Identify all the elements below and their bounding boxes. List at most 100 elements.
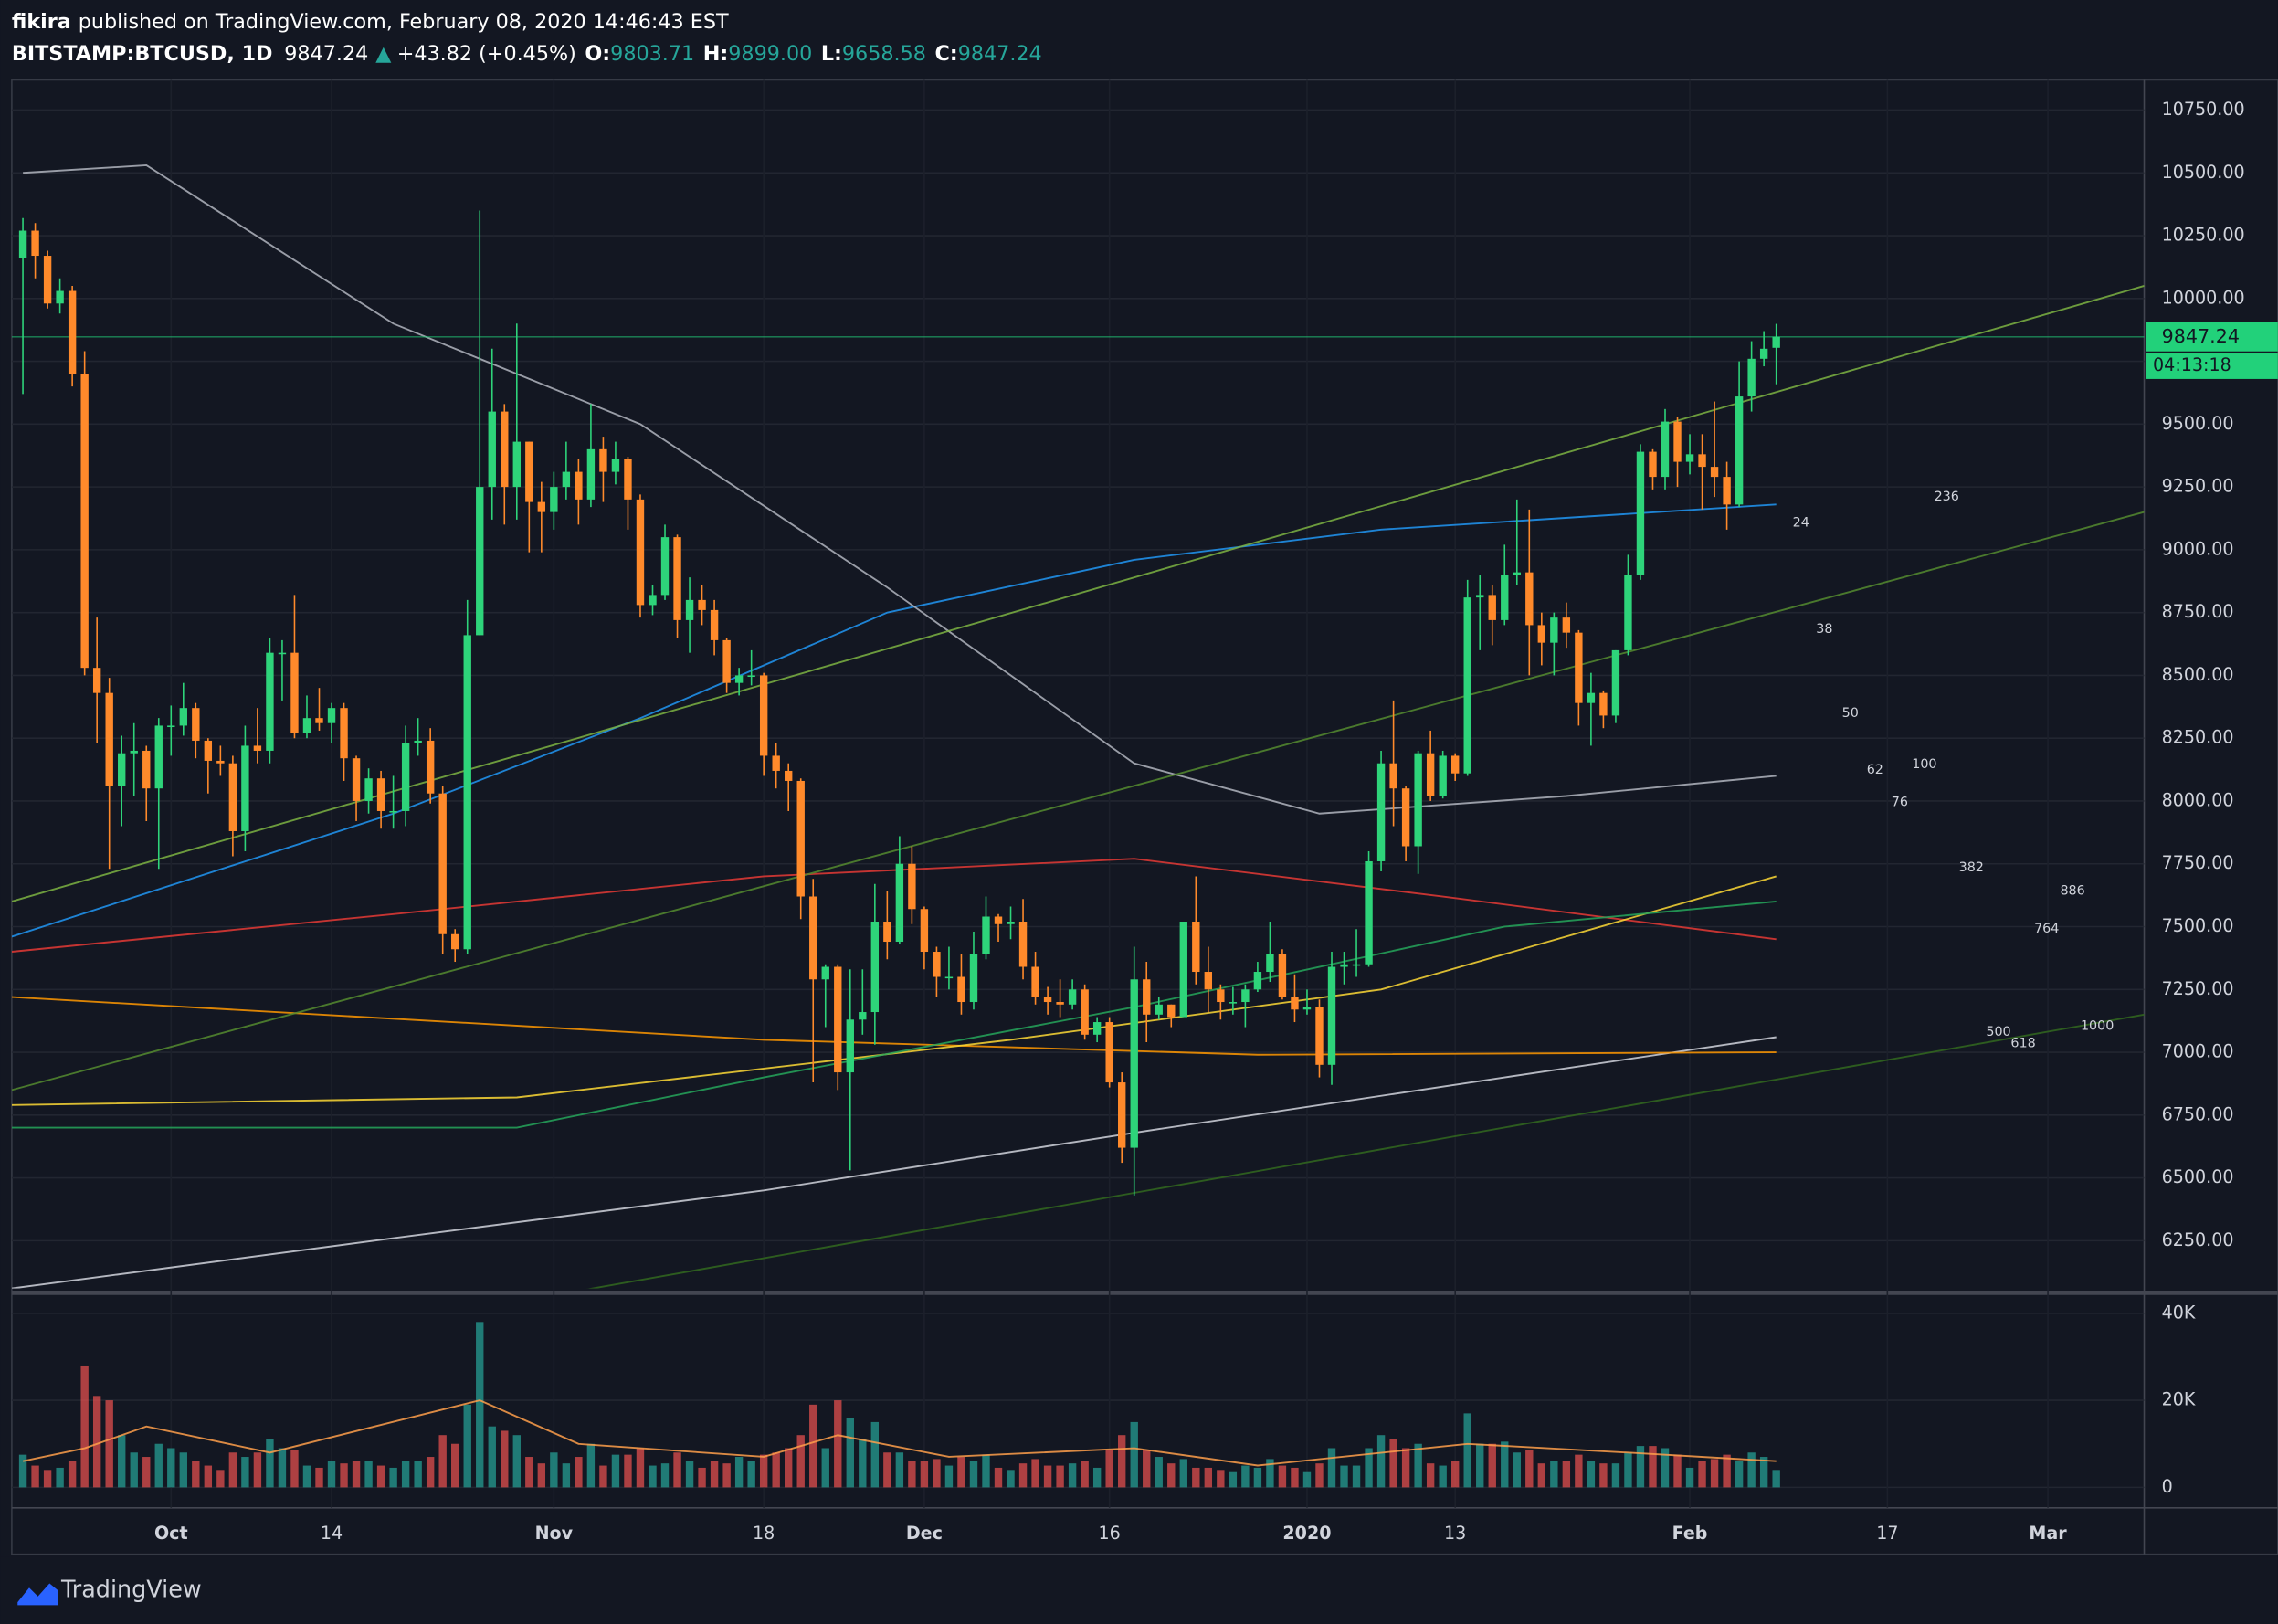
volume-bar [698, 1467, 706, 1488]
brand[interactable]: TradingView [60, 1575, 202, 1602]
volume-bar [192, 1461, 200, 1488]
volume-bar [1747, 1452, 1756, 1488]
volume-bar [1439, 1465, 1447, 1488]
volume-bar [266, 1439, 274, 1488]
volume-bar [512, 1435, 521, 1488]
candle-body [933, 952, 941, 977]
volume-bar [253, 1452, 262, 1488]
y-tick-label: 9250.00 [2162, 477, 2234, 497]
indicator-line [11, 511, 2145, 1091]
volume-bar [1327, 1448, 1336, 1488]
volume-bar [759, 1454, 768, 1488]
l-label: L: [821, 41, 842, 65]
volume-bar [1092, 1467, 1102, 1488]
volume-bar [821, 1448, 829, 1488]
volume-bar [18, 1454, 27, 1488]
volume-bar [68, 1461, 77, 1488]
y-tick-label: 8000.00 [2162, 790, 2234, 810]
volume-bar [1575, 1454, 1583, 1488]
fib-label: 382 [1959, 860, 1984, 875]
volume-bar [1723, 1454, 1731, 1488]
candle-body [1599, 692, 1608, 716]
volume-bar [414, 1461, 422, 1488]
x-tick-label: 14 [321, 1524, 343, 1544]
candle-body [1081, 989, 1089, 1035]
volume-bar [1253, 1467, 1262, 1488]
countdown-badge [2146, 353, 2278, 379]
volume-bar [1018, 1463, 1028, 1488]
last-price-badge [2146, 322, 2278, 352]
x-tick-label: 18 [753, 1524, 775, 1544]
volume-bar [908, 1461, 916, 1488]
volume-bar [1068, 1463, 1077, 1488]
volume-bar [1302, 1471, 1312, 1488]
volume-bar [883, 1452, 891, 1488]
volume-bar [1143, 1450, 1151, 1488]
fib-label: 886 [2060, 883, 2084, 898]
candle-body [1723, 477, 1731, 505]
volume-bar [1389, 1439, 1397, 1488]
candle-body [179, 708, 187, 726]
volume-bar [710, 1461, 719, 1488]
candle-body [389, 810, 397, 813]
volume-bar [1376, 1435, 1386, 1488]
volume-bar [463, 1404, 471, 1488]
candle-body [1092, 1022, 1102, 1035]
volume-bar [278, 1448, 287, 1488]
volume-bar [80, 1365, 89, 1488]
volume-bar [636, 1448, 645, 1488]
volume-bar [1241, 1465, 1250, 1488]
candle-body [599, 448, 607, 472]
candle-body [525, 441, 533, 502]
volume-bar [1401, 1448, 1410, 1488]
candle-body [1302, 1007, 1312, 1010]
y-tick-label: 8250.00 [2162, 728, 2234, 748]
candle-body [1340, 964, 1348, 967]
y-tick-label: 6500.00 [2162, 1167, 2234, 1187]
volume-bar [859, 1439, 867, 1488]
volume-bar [1661, 1448, 1670, 1488]
volume-bar [1118, 1435, 1126, 1488]
volume-bar [1685, 1467, 1694, 1488]
candle-body [1167, 1004, 1176, 1018]
volume-bar [501, 1430, 509, 1488]
fib-label: 618 [2010, 1037, 2035, 1051]
volume-bar [1204, 1467, 1213, 1488]
fib-label: 236 [1935, 490, 1959, 504]
indicator-line [11, 901, 1777, 1129]
volume-bar [562, 1463, 571, 1488]
volume-bar [624, 1454, 632, 1488]
candle-body [266, 652, 274, 751]
candle-body [192, 708, 200, 741]
volume-bar [1278, 1465, 1287, 1488]
candle-body [1229, 1002, 1238, 1004]
volume-bar [734, 1457, 744, 1488]
candle-body [142, 750, 151, 789]
volume-bar [933, 1459, 941, 1488]
volume-bar [476, 1322, 484, 1488]
footer-bar [0, 1556, 2278, 1624]
volume-bar [1414, 1443, 1422, 1488]
volume-bar [1463, 1413, 1471, 1488]
candle-body [352, 758, 361, 801]
candle-body [118, 753, 126, 786]
candle-body [908, 863, 916, 910]
volume-bar [1179, 1459, 1187, 1488]
candle-body [1587, 692, 1596, 703]
candle-body [1537, 625, 1546, 643]
candle-body [228, 763, 237, 831]
candle-body [1031, 966, 1039, 997]
candle-body [1105, 1022, 1113, 1083]
volume-bar [870, 1421, 880, 1488]
volume-bar [1476, 1443, 1484, 1488]
candle-body [1525, 572, 1534, 626]
candle-body [1130, 979, 1138, 1148]
candle-body [1772, 336, 1780, 348]
candle-body [56, 290, 64, 304]
candle-body [1389, 763, 1397, 789]
candle-body [1365, 860, 1373, 965]
candle-body [562, 471, 571, 488]
volume-bar [290, 1450, 299, 1488]
candle-body [636, 499, 645, 606]
volume-bar [438, 1435, 447, 1488]
